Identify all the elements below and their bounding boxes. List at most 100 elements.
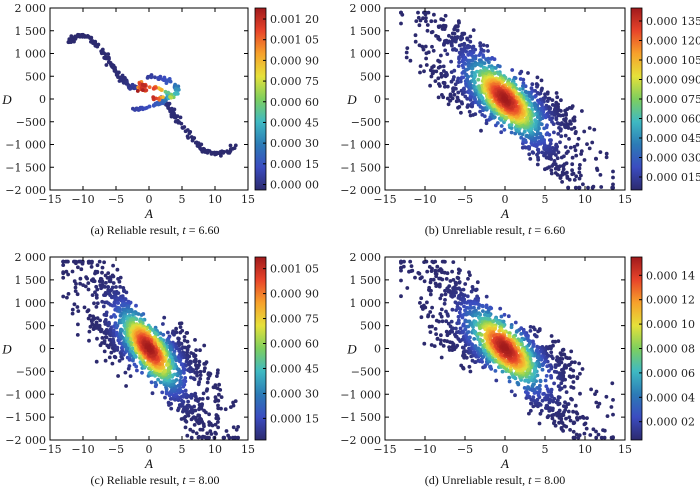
y-tick-label: −2 000 [340,184,381,197]
data-point [556,384,561,389]
data-point [206,372,211,377]
data-point [197,407,201,412]
data-point [503,96,508,101]
data-point [443,292,448,297]
data-point [468,273,472,277]
data-point [477,73,482,77]
data-point [556,395,561,399]
data-point [536,150,541,155]
data-point [177,321,182,326]
data-point [80,261,85,266]
data-point [538,383,542,388]
data-point [103,358,108,363]
data-point [169,406,174,411]
data-point [94,295,99,300]
data-point [164,81,169,85]
data-point [526,71,530,75]
data-point [480,304,485,309]
colorbar-tick-label: 0.000 75 [270,313,319,326]
data-point [445,96,450,101]
data-point [574,174,579,179]
data-point [569,396,573,401]
data-point [452,92,457,97]
data-point [439,307,444,312]
data-point [176,406,181,411]
data-point [189,135,194,139]
data-point [187,131,192,136]
data-point [434,69,439,74]
data-point [568,145,573,150]
data-point [193,398,198,402]
data-point [473,112,478,116]
data-point [468,34,473,39]
data-point [581,182,585,187]
data-point [575,376,580,381]
data-point [182,335,187,339]
data-point [439,71,444,76]
data-point [451,260,456,264]
data-point [176,336,181,341]
data-point [438,64,443,69]
data-point [544,403,549,408]
data-point [198,369,203,374]
data-point [456,76,461,81]
data-point [192,404,197,409]
data-point [535,355,540,360]
data-point [519,135,524,140]
data-point [513,320,518,325]
data-point [61,294,66,299]
data-point [410,268,415,273]
data-point [565,170,569,175]
data-point [127,364,132,368]
data-point [418,70,422,75]
data-point [420,44,425,49]
y-tick-label: 1 500 [350,25,382,38]
data-point [450,96,455,101]
data-point [464,355,469,360]
data-point [594,435,599,440]
data-point [451,342,456,346]
data-point [456,271,461,275]
data-point [446,102,451,107]
data-point [176,340,181,345]
panel-caption: (b) Unreliable result, t = 6.60 [425,223,565,237]
data-point [61,259,66,264]
data-point [525,115,529,120]
x-axis-label: A [144,206,153,221]
y-tick-label: 0 [39,343,46,356]
data-point [213,395,218,400]
data-point [593,392,597,396]
data-point [478,41,483,45]
data-point [66,292,71,296]
data-point [596,432,601,437]
data-point [134,364,139,369]
data-point [450,307,455,312]
data-point [459,100,464,104]
data-point [502,127,507,132]
data-point [216,406,221,411]
data-point [481,49,486,53]
data-point [444,277,449,281]
y-tick-label: −500 [16,116,46,129]
y-tick-label: −1 500 [5,161,46,174]
colorbar-tick-label: 0.000 045 [646,132,700,145]
data-point [439,53,443,58]
data-point [445,84,450,89]
data-point [522,129,527,134]
data-point [431,64,436,69]
data-point [185,433,190,438]
data-point [455,343,460,348]
data-point [205,431,210,436]
data-point [554,100,559,105]
data-point [570,155,575,160]
data-point [523,89,528,94]
data-point [201,391,206,396]
data-point [401,264,406,269]
colorbar-tick-label: 0.000 90 [270,54,319,67]
data-point [156,377,161,382]
data-point [523,378,528,383]
data-point [458,326,463,331]
colorbar-tick-label: 0.000 45 [270,116,319,129]
data-point [479,128,483,133]
